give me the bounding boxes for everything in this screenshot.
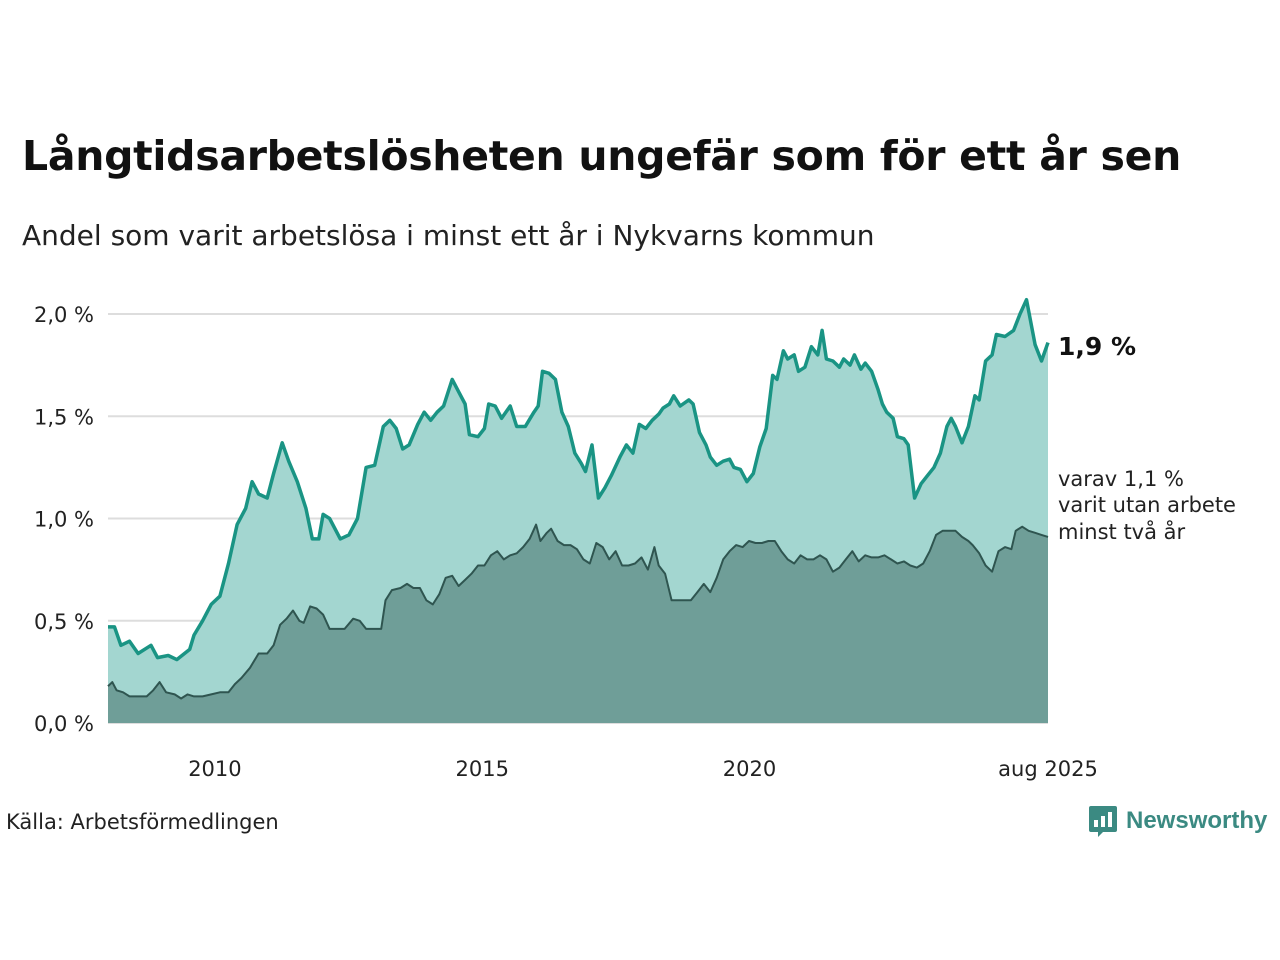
latest-sub-label-line-1: varav 1,1 % xyxy=(1058,467,1184,491)
series-minst-tva-ar-line xyxy=(107,523,1049,700)
y-tick-label: 0,5 % xyxy=(34,610,94,634)
y-tick-label: 2,0 % xyxy=(34,303,94,327)
y-tick-label: 0,0 % xyxy=(34,712,94,736)
series-minst-tva-ar-area xyxy=(108,524,1048,723)
latest-total-label: 1,9 % xyxy=(1058,332,1136,361)
chart-areas xyxy=(107,297,1050,723)
brand-name: Newsworthy xyxy=(1126,807,1268,834)
y-axis-labels: 0,0 % 0,5 % 1,0 % 1,5 % 2,0 % xyxy=(34,303,94,736)
latest-sub-label-line-3: minst två år xyxy=(1058,519,1186,544)
latest-sub-label-line-2: varit utan arbete xyxy=(1058,493,1236,517)
x-tick-label: 2010 xyxy=(188,757,241,781)
chart-title: Långtidsarbetslösheten ungefär som för e… xyxy=(22,132,1182,180)
newsworthy-logo-icon xyxy=(1089,806,1117,837)
chart-subtitle: Andel som varit arbetslösa i minst ett å… xyxy=(22,219,875,252)
area-chart: 0,0 % 0,5 % 1,0 % 1,5 % 2,0 % 2010 2015 2020 au… xyxy=(34,297,1236,781)
x-tick-label: 2015 xyxy=(455,757,508,781)
y-tick-label: 1,5 % xyxy=(34,405,94,429)
series-minst-ett-ar-line xyxy=(108,297,1050,662)
y-tick-label: 1,0 % xyxy=(34,508,94,532)
x-tick-label: aug 2025 xyxy=(998,757,1098,781)
x-axis-labels: 2010 2015 2020 aug 2025 xyxy=(188,757,1098,781)
brand-logo: Newsworthy xyxy=(1088,804,1267,838)
source-note: Källa: Arbetsförmedlingen xyxy=(6,810,279,834)
x-tick-label: 2020 xyxy=(723,757,776,781)
